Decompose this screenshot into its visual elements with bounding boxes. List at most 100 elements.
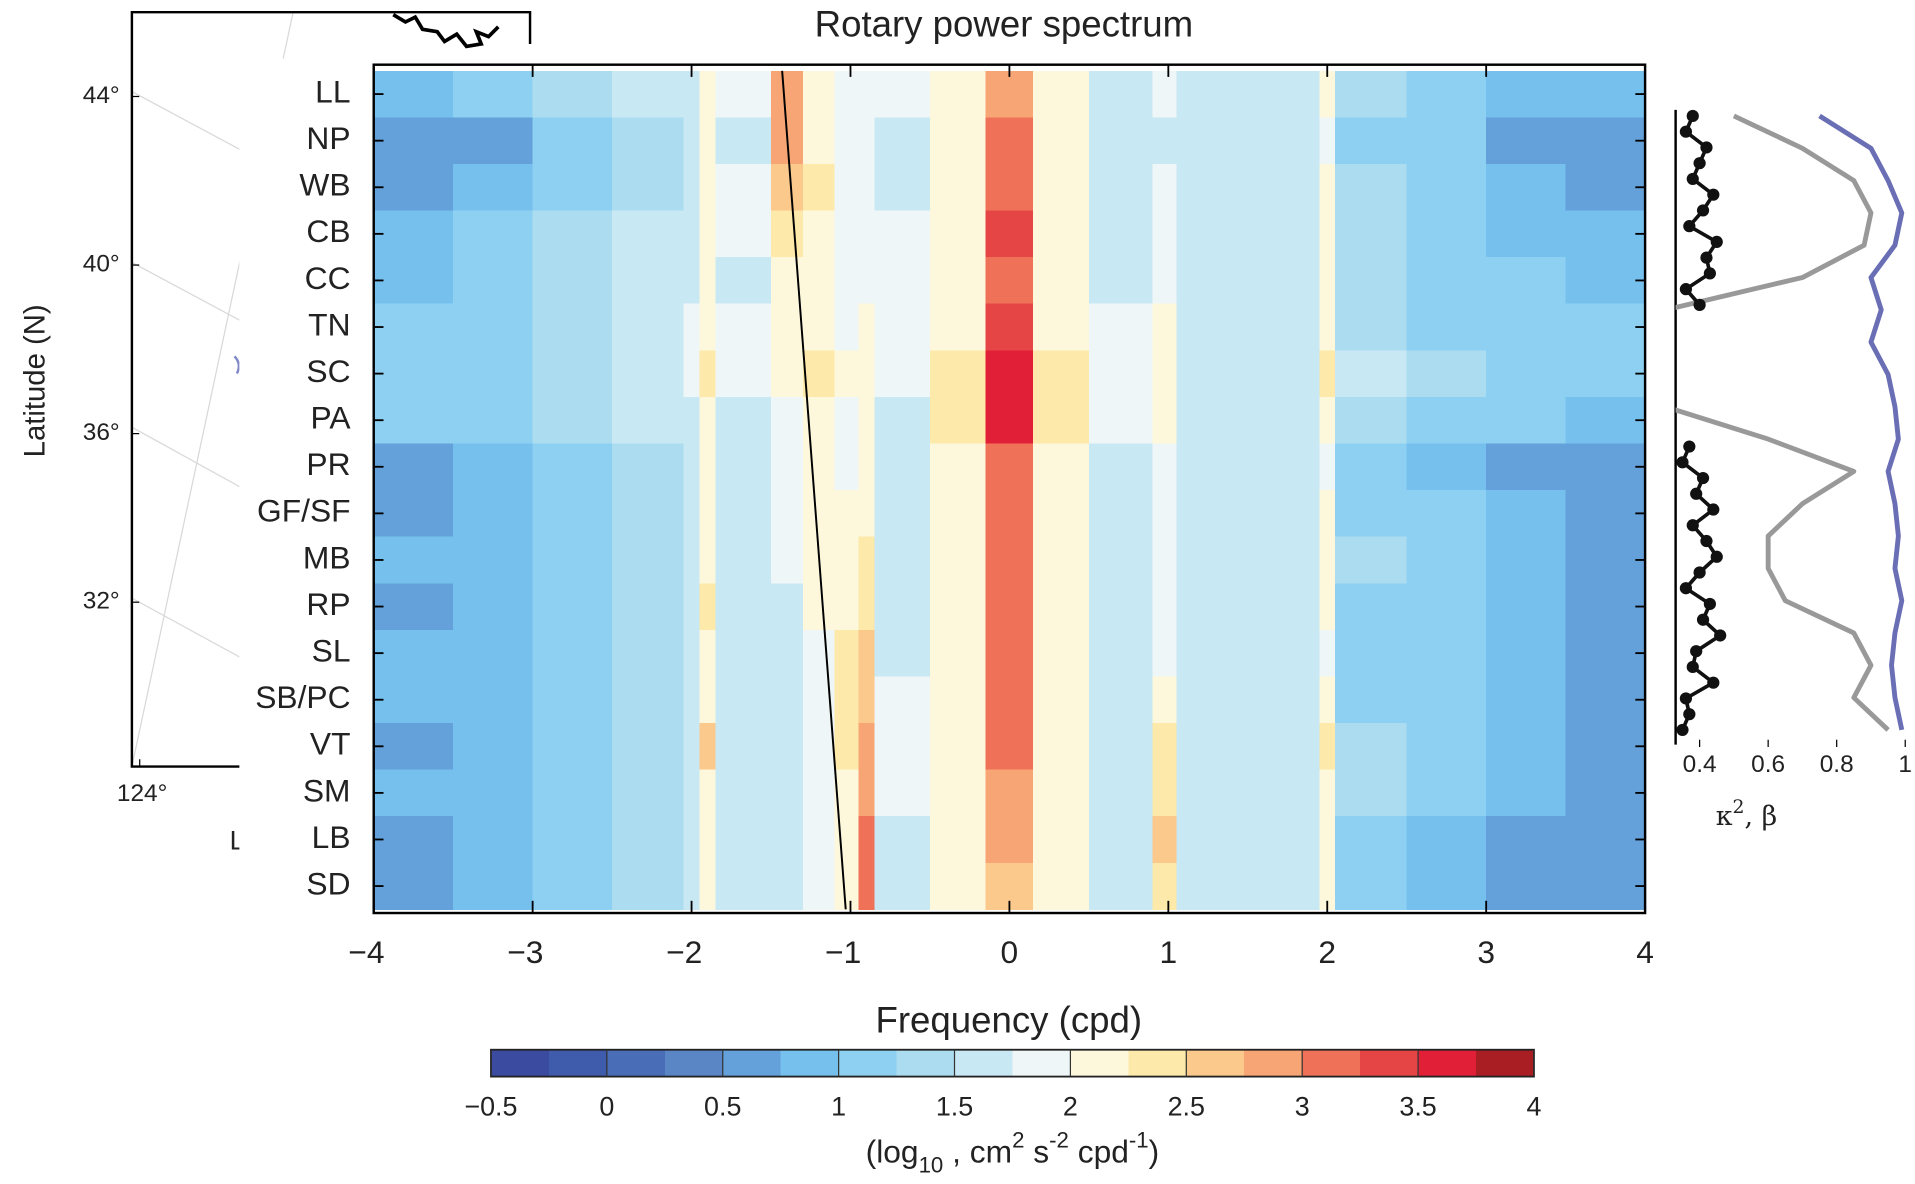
heat-cell (802, 769, 836, 817)
heat-cell (699, 490, 717, 538)
heat-cell (834, 117, 860, 165)
heat-cell (1335, 443, 1408, 491)
x-tick-label: 0.6 (1751, 751, 1785, 778)
heat-cell (1303, 629, 1320, 678)
heat-cell (1152, 629, 1177, 678)
heat-cell (1319, 583, 1336, 631)
heat-cell (453, 303, 534, 351)
chart-title: Rotary power spectrum (815, 4, 1194, 45)
colorbar-segment (548, 1049, 608, 1077)
y-category-label: PR (306, 446, 350, 482)
heat-cell (612, 257, 685, 305)
heat-cell (1565, 816, 1646, 864)
heat-cell (699, 443, 717, 491)
heat-cell (699, 257, 717, 305)
heat-cell (929, 443, 987, 491)
y-category-label: SL (312, 633, 351, 669)
heat-cell (1565, 443, 1646, 491)
profile-marker (1696, 613, 1710, 626)
heat-cell (699, 70, 717, 118)
heat-cell (1247, 163, 1305, 212)
colorbar-tick-label: 4 (1526, 1091, 1541, 1121)
heat-cell (874, 536, 931, 584)
map-feature (233, 355, 241, 375)
heat-cell (699, 536, 717, 584)
heat-cell (373, 723, 454, 771)
heat-cell (929, 536, 987, 584)
profile-marker (1683, 220, 1696, 233)
y-category-label: LL (315, 73, 350, 109)
heat-cell (858, 350, 875, 398)
heat-cell (1406, 303, 1487, 351)
heat-cell (373, 816, 454, 864)
heat-cell (1033, 583, 1090, 631)
heat-cell (802, 723, 836, 771)
heat-cell (1319, 629, 1336, 678)
heat-cell (532, 303, 613, 351)
heat-cell (834, 536, 860, 584)
heat-cell (1176, 257, 1249, 305)
heat-cell (858, 303, 875, 351)
heat-cell (1335, 536, 1408, 584)
heat-cell (1335, 583, 1408, 631)
heat-cell (373, 629, 454, 678)
label-part: cpd (1069, 1134, 1129, 1170)
heat-cell (715, 676, 772, 724)
heat-cell (1486, 350, 1567, 398)
heat-cell (1033, 769, 1090, 817)
heat-cell (929, 490, 987, 538)
y-category-label: SB/PC (255, 679, 350, 715)
heat-cell (612, 862, 685, 910)
heat-cell (1486, 723, 1567, 771)
y-category-label: GF/SF (257, 493, 350, 529)
colorbar-segment (1418, 1049, 1477, 1077)
y-category-label: MB (303, 539, 351, 575)
profile-line (1818, 113, 1905, 731)
heat-cell (532, 257, 613, 305)
heat-cell (699, 303, 717, 351)
heat-cell (715, 769, 772, 817)
heat-cell (1152, 396, 1177, 445)
heat-cell (802, 350, 836, 398)
heat-cell (985, 536, 1034, 584)
heat-cell (1319, 816, 1336, 864)
label-part: -1 (1129, 1128, 1149, 1153)
heat-cell (1247, 303, 1305, 351)
colorbar-segment (780, 1049, 840, 1077)
heat-cell (1033, 676, 1090, 724)
profile-marker (1693, 157, 1706, 170)
heat-cell (1406, 396, 1487, 445)
heat-cell (1088, 210, 1154, 258)
y-tick-label: 44° (83, 82, 120, 109)
heat-cell (858, 396, 875, 445)
heat-cell (1152, 210, 1177, 258)
heat-cell (985, 490, 1034, 538)
y-category-label: SM (303, 772, 351, 808)
heat-cell (1565, 629, 1646, 678)
heat-cell (1033, 396, 1090, 445)
heat-cell (858, 629, 875, 678)
heat-cell (1486, 163, 1567, 212)
colorbar-segment (838, 1049, 898, 1077)
label-part: 10 (919, 1153, 944, 1178)
heat-cell (1247, 70, 1305, 118)
heat-cell (532, 536, 613, 584)
heat-cell (874, 629, 931, 678)
profile-plot (1675, 109, 1905, 737)
heat-cell (929, 117, 987, 165)
heat-cell (985, 350, 1034, 398)
heat-cell (1303, 257, 1320, 305)
heat-cell (612, 163, 685, 212)
colorbar-tick-label: −0.5 (464, 1091, 517, 1121)
heat-cell (1247, 769, 1305, 817)
heat-cell (1565, 210, 1646, 258)
heat-cell (683, 350, 701, 398)
heat-cell (373, 396, 454, 445)
heat-cell (1088, 70, 1154, 118)
heat-cell (802, 583, 836, 631)
heat-cell (1033, 210, 1090, 258)
heat-cell (612, 117, 685, 165)
heat-cell (1303, 583, 1320, 631)
heat-cell (1152, 862, 1177, 910)
